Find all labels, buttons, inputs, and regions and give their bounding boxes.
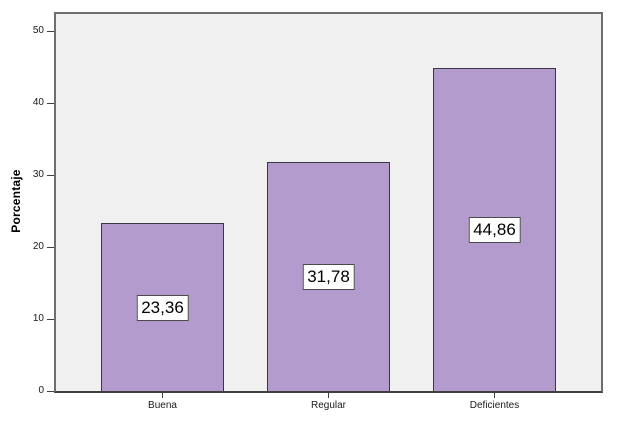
x-axis-tick <box>494 393 495 398</box>
y-axis-tick-label: 20 <box>32 241 44 252</box>
x-category-label: Buena <box>148 400 177 411</box>
y-axis-tick-label: 30 <box>32 169 44 180</box>
bar-value-label: 44,86 <box>468 217 521 243</box>
y-axis-tick <box>47 102 54 104</box>
y-axis-tick <box>47 318 54 320</box>
y-axis-tick-label: 0 <box>38 385 44 396</box>
bar-value-label: 31,78 <box>302 264 355 290</box>
y-axis-tick-label: 10 <box>32 313 44 324</box>
x-axis-tick <box>328 393 329 398</box>
y-axis-tick <box>47 390 54 392</box>
y-axis-tick-label: 40 <box>32 97 44 108</box>
x-category-label: Regular <box>310 400 347 411</box>
bar-value-label: 23,36 <box>136 294 189 321</box>
y-axis-title: Porcentaje <box>9 169 23 233</box>
y-axis-tick-label: 50 <box>32 25 44 36</box>
y-axis-tick <box>47 246 54 248</box>
plot-area: 23,36 31,78 44,86 <box>54 12 603 393</box>
x-category-label: Deficientes <box>469 400 520 411</box>
bar-deficientes: 44,86 <box>433 68 556 391</box>
x-axis-tick <box>162 393 163 398</box>
y-axis-tick <box>47 30 54 32</box>
y-axis-tick <box>47 174 54 176</box>
bar-buena: 23,36 <box>101 223 224 391</box>
bar-regular: 31,78 <box>267 162 390 391</box>
